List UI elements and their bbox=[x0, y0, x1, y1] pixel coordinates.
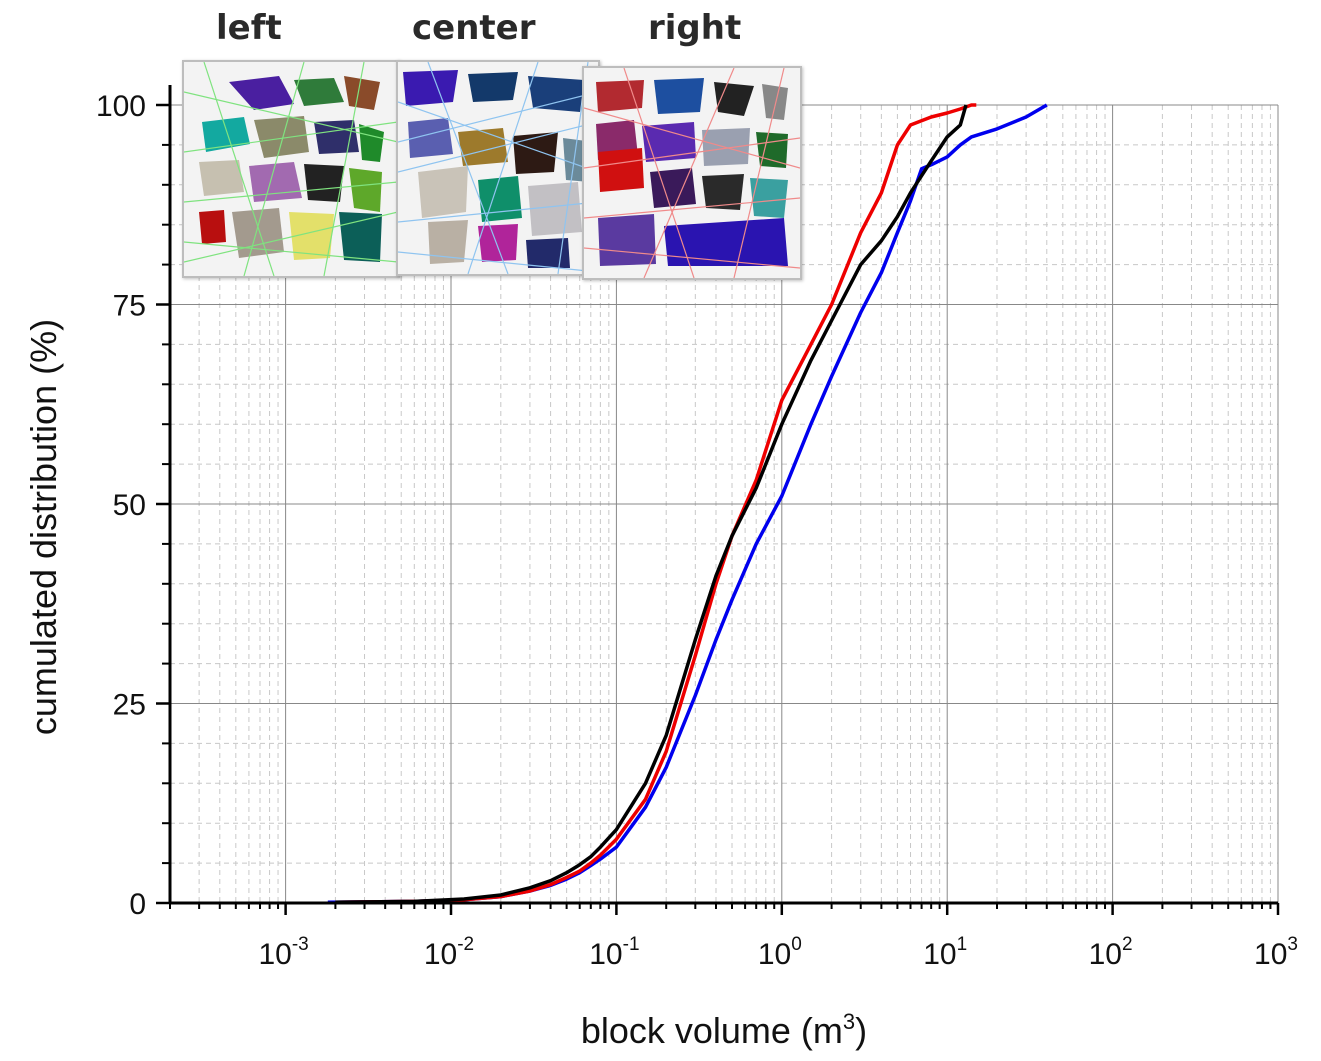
x-tick-base: 10 bbox=[258, 938, 291, 971]
y-tick-label: 50 bbox=[113, 489, 146, 522]
block-mosaic-left bbox=[184, 62, 398, 276]
x-tick-label: 103 bbox=[1254, 934, 1298, 971]
x-tick-label: 10-3 bbox=[258, 934, 308, 971]
x-tick-base: 10 bbox=[589, 938, 622, 971]
x-axis-label: block volume (m3) bbox=[581, 1009, 867, 1051]
grid bbox=[169, 104, 1279, 904]
x-tick-base: 10 bbox=[424, 938, 457, 971]
block-mosaic-center bbox=[398, 62, 598, 274]
inset-image-right bbox=[582, 66, 802, 280]
x-tick-label: 102 bbox=[1089, 934, 1133, 971]
x-tick-exponent: -2 bbox=[457, 934, 474, 955]
x-tick-label: 10-1 bbox=[589, 934, 639, 971]
x-axis-label-superscript: 3 bbox=[843, 1009, 855, 1034]
x-axis-label-close: ) bbox=[855, 1010, 867, 1051]
y-tick-label: 25 bbox=[113, 689, 146, 722]
x-tick-exponent: 2 bbox=[1122, 934, 1133, 955]
series-line-1 bbox=[335, 103, 977, 904]
series-lines bbox=[327, 103, 1048, 904]
y-tick-label: 75 bbox=[113, 290, 146, 323]
x-tick-base: 10 bbox=[923, 938, 956, 971]
x-tick-base: 10 bbox=[1254, 938, 1287, 971]
x-tick-exponent: 3 bbox=[1287, 934, 1298, 955]
block-mosaic-right bbox=[584, 68, 800, 278]
x-axis-label-text: block volume (m bbox=[581, 1010, 843, 1051]
axes bbox=[156, 85, 1280, 915]
y-tick-label: 0 bbox=[129, 888, 146, 921]
x-tick-base: 10 bbox=[1089, 938, 1122, 971]
inset-image-left bbox=[182, 60, 400, 278]
inset-label-center: center bbox=[412, 8, 536, 48]
inset-image-center bbox=[396, 60, 600, 276]
x-tick-base: 10 bbox=[758, 938, 791, 971]
inset-label-right: right bbox=[648, 8, 742, 48]
series-line-2 bbox=[335, 104, 968, 904]
x-tick-exponent: -3 bbox=[292, 934, 309, 955]
y-axis-label: cumulated distribution (%) bbox=[23, 319, 64, 735]
x-tick-label: 100 bbox=[758, 934, 802, 971]
x-tick-exponent: 0 bbox=[791, 934, 802, 955]
inset-label-left: left bbox=[216, 8, 282, 48]
y-tick-label: 100 bbox=[96, 90, 146, 123]
x-tick-exponent: -1 bbox=[623, 934, 640, 955]
x-tick-exponent: 1 bbox=[957, 934, 968, 955]
x-tick-label: 101 bbox=[923, 934, 967, 971]
x-tick-label: 10-2 bbox=[424, 934, 474, 971]
